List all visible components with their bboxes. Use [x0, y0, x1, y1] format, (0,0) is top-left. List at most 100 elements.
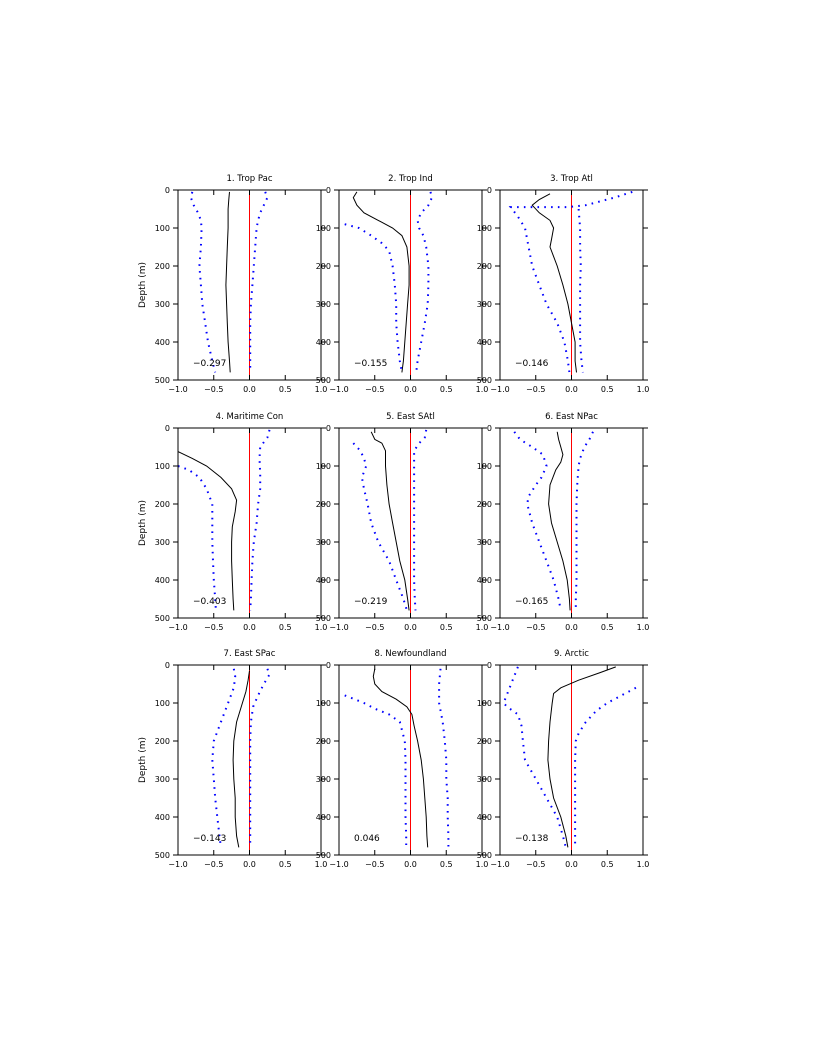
y-tick-label: 100 — [155, 224, 170, 233]
x-tick-label: 0.5 — [279, 860, 292, 869]
y-tick-label: 400 — [477, 576, 492, 585]
y-tick-label: 500 — [316, 376, 331, 385]
x-tick-label: 1.0 — [315, 860, 328, 869]
x-tick-label: −1.0 — [490, 623, 509, 632]
x-tick-label: −1.0 — [329, 860, 348, 869]
lower-bound-line — [502, 666, 567, 848]
lower-bound-line — [513, 431, 562, 611]
y-tick-label: 0 — [165, 186, 170, 195]
correlation-value: −0.146 — [515, 359, 549, 369]
x-tick-label: 0.0 — [565, 860, 578, 869]
y-tick-label: 200 — [477, 737, 492, 746]
x-tick-label: 0.5 — [440, 623, 453, 632]
panel-title: 7. East SPac — [224, 649, 276, 659]
x-tick-label: 1.0 — [637, 385, 650, 394]
panel-title: 2. Trop Ind — [388, 174, 433, 184]
y-tick-label: 400 — [316, 576, 331, 585]
x-tick-label: 0.5 — [440, 860, 453, 869]
y-tick-label: 100 — [155, 462, 170, 471]
correlation-value: −0.297 — [193, 359, 226, 369]
x-tick-label: 0.0 — [404, 860, 417, 869]
y-tick-label: 500 — [477, 851, 492, 860]
x-tick-label: 0.0 — [565, 623, 578, 632]
y-tick-label: 500 — [316, 614, 331, 623]
y-tick-label: 300 — [316, 775, 331, 784]
panel-9: 9. Arctic −1.0 −0.5 0.0 0.5 1.0 0 100 200 300 400 5… — [477, 649, 650, 869]
y-axis-title-row-3: Depth (m) — [138, 737, 148, 783]
y-tick-label: 500 — [155, 614, 170, 623]
correlation-value: −0.165 — [515, 597, 548, 607]
x-tick-label: 1.0 — [476, 623, 489, 632]
x-tick-label: 0.5 — [440, 385, 453, 394]
x-tick-label: −0.5 — [365, 860, 384, 869]
panel-title: 4. Maritime Con — [216, 412, 284, 422]
y-tick-label: 100 — [316, 462, 331, 471]
panel-title: 9. Arctic — [554, 649, 589, 659]
panel-5: 5. East SAtl −1.0 −0.5 0.0 0.5 1.0 0 100 200 300 4… — [316, 412, 489, 632]
profile-line — [225, 191, 231, 373]
series-group — [211, 668, 271, 848]
y-tick-label: 0 — [487, 424, 492, 433]
y-axis-title-row-2: Depth (m) — [138, 500, 148, 546]
y-tick-label: 400 — [316, 813, 331, 822]
upper-bound-line — [415, 191, 433, 373]
y-tick-label: 400 — [155, 576, 170, 585]
x-tick-label: 1.0 — [476, 860, 489, 869]
series-group — [189, 191, 269, 373]
upper-bound-line — [574, 686, 637, 848]
x-tick-label: −0.5 — [204, 385, 223, 394]
y-tick-label: 0 — [326, 661, 331, 670]
y-tick-label: 200 — [477, 500, 492, 509]
y-tick-label: 500 — [155, 376, 170, 385]
y-axis-title-row-1: Depth (m) — [138, 262, 148, 308]
correlation-value: −0.403 — [193, 597, 226, 607]
x-tick-label: −0.5 — [365, 385, 384, 394]
profile-line — [372, 668, 429, 848]
y-tick-label: 100 — [316, 224, 331, 233]
y-tick-label: 0 — [487, 661, 492, 670]
panel-title: 1. Trop Pac — [227, 174, 273, 184]
x-tick-label: −0.5 — [526, 385, 545, 394]
x-tick-label: −0.5 — [204, 860, 223, 869]
panel-3: 3. Trop Atl −1.0 −0.5 0.0 0.5 1.0 0 100 200 300 40… — [477, 174, 650, 394]
y-tick-label: 300 — [155, 775, 170, 784]
panel-title: 8. Newfoundland — [374, 649, 446, 659]
y-tick-label: 200 — [316, 500, 331, 509]
lower-bound-line — [352, 442, 408, 611]
y-tick-label: 500 — [316, 851, 331, 860]
lower-bound-line — [344, 694, 408, 848]
y-tick-label: 400 — [477, 338, 492, 347]
x-tick-label: −1.0 — [490, 385, 509, 394]
upper-bound-line — [438, 668, 450, 848]
upper-bound-line — [249, 191, 269, 373]
y-tick-label: 300 — [155, 300, 170, 309]
y-tick-label: 500 — [477, 376, 492, 385]
profile-line — [531, 193, 577, 373]
x-tick-label: 0.0 — [565, 385, 578, 394]
series-group — [513, 431, 594, 611]
series-group — [344, 668, 450, 848]
lower-bound-line — [178, 465, 217, 611]
x-tick-label: 0.0 — [404, 623, 417, 632]
panel-4: 4. Maritime Con −1.0 −0.5 0.0 0.5 1.0 0 100 200 3… — [155, 412, 328, 632]
upper-bound-line — [249, 429, 271, 611]
y-tick-label: 200 — [155, 500, 170, 509]
y-tick-label: 200 — [477, 262, 492, 271]
y-tick-label: 200 — [316, 737, 331, 746]
x-tick-label: −1.0 — [168, 623, 187, 632]
y-tick-label: 0 — [487, 186, 492, 195]
profile-line — [547, 666, 616, 848]
x-tick-label: 0.5 — [601, 385, 614, 394]
y-tick-label: 100 — [477, 699, 492, 708]
y-tick-label: 400 — [155, 338, 170, 347]
correlation-value: −0.143 — [193, 834, 226, 844]
panel-8: 8. Newfoundland −1.0 −0.5 0.0 0.5 1.0 0 100 200 3… — [316, 649, 489, 869]
x-tick-label: 0.5 — [601, 860, 614, 869]
y-tick-label: 100 — [477, 224, 492, 233]
x-tick-label: 0.5 — [279, 623, 292, 632]
x-tick-label: 1.0 — [315, 623, 328, 632]
upper-bound-line — [413, 429, 428, 611]
y-tick-label: 200 — [155, 737, 170, 746]
y-tick-label: 300 — [316, 538, 331, 547]
